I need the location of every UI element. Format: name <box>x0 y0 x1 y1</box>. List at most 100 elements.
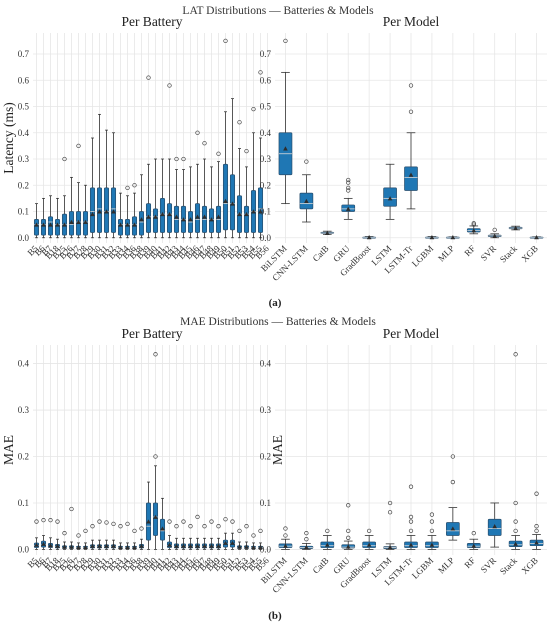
outlier-point <box>346 185 351 191</box>
mean-marker <box>345 206 351 211</box>
mean-marker <box>513 541 518 546</box>
outlier-point <box>408 109 414 114</box>
outlier-point <box>258 70 263 75</box>
box-iqr <box>243 205 250 233</box>
box-B39 <box>145 481 152 550</box>
outlier-point <box>304 537 309 542</box>
box-B33 <box>117 524 124 550</box>
y-tick-label: 0.1 <box>18 207 29 217</box>
mean-marker <box>202 543 207 548</box>
box-B47 <box>201 524 208 550</box>
y-tick-label: 0.3 <box>260 154 272 164</box>
box-iqr <box>222 163 229 231</box>
x-tick-label: MLP <box>436 555 456 575</box>
panel-lat-per-model: Per Model0.00.10.20.30.40.50.60.7BiLSTMC… <box>259 14 547 283</box>
mean-marker <box>167 211 172 217</box>
outlier-point <box>408 83 414 88</box>
mean-marker <box>237 211 242 217</box>
outlier-point <box>408 484 414 489</box>
box-B28 <box>82 528 89 550</box>
outlier-point <box>429 528 435 533</box>
y-tick-label: 0.1 <box>260 498 271 508</box>
outlier-point <box>174 524 179 529</box>
box-BiLSTM <box>278 38 293 205</box>
mean-marker <box>387 196 393 201</box>
outlier-point <box>304 159 309 164</box>
mean-marker <box>125 222 130 227</box>
mean-marker <box>471 543 477 548</box>
mean-marker <box>325 230 330 236</box>
mean-marker <box>195 543 200 548</box>
y-tick-label: 0.3 <box>18 154 30 164</box>
mean-marker <box>41 222 46 227</box>
mean-marker <box>387 544 393 550</box>
box-GradBoost <box>362 235 376 240</box>
outlier-point <box>118 524 123 529</box>
outlier-point <box>346 528 351 533</box>
x-tick-label: CatB <box>311 555 331 575</box>
mean-marker <box>450 526 456 531</box>
mean-marker <box>202 214 207 219</box>
y-tick-label: 0.3 <box>18 405 30 415</box>
outlier-point <box>195 514 200 520</box>
outlier-point <box>48 518 53 523</box>
box-iqr <box>152 208 159 233</box>
y-tick-label: 0.4 <box>260 128 272 138</box>
outlier-point <box>367 528 372 533</box>
box-B49 <box>215 151 222 239</box>
box-B41 <box>159 158 166 239</box>
caption-a: (a) <box>269 297 282 309</box>
outlier-point <box>325 528 330 533</box>
outlier-point <box>209 519 214 524</box>
outlier-point <box>34 519 39 524</box>
mean-marker <box>188 217 193 222</box>
x-tick-label: XGB <box>519 243 540 264</box>
mean-marker <box>450 235 456 240</box>
box-B36 <box>131 183 138 239</box>
outlier-point <box>534 491 539 496</box>
mean-marker <box>181 217 186 222</box>
box-B31 <box>103 520 110 550</box>
box-MLP <box>446 235 460 240</box>
box-B6 <box>40 197 47 239</box>
box-B52 <box>236 528 243 550</box>
box-B26 <box>68 506 75 550</box>
panel-mae-per-battery: Per BatteryMAE0.00.10.20.30.4B5B6B7B18B2… <box>1 326 271 573</box>
outlier-point <box>450 479 455 485</box>
box-iqr <box>54 219 61 236</box>
outlier-point <box>69 506 74 512</box>
mean-marker <box>153 514 158 519</box>
mean-marker <box>69 219 74 224</box>
y-tick-label: 0.3 <box>260 405 272 415</box>
outlier-point <box>139 526 144 531</box>
y-tick-label: 0.2 <box>18 452 29 462</box>
mean-marker <box>513 225 518 231</box>
outlier-point <box>76 533 81 538</box>
outlier-point <box>251 106 256 112</box>
box-B42 <box>166 83 173 239</box>
box-B39 <box>145 75 152 239</box>
box-iqr <box>404 166 418 191</box>
caption-b: (b) <box>268 610 282 622</box>
mean-marker <box>62 222 67 227</box>
x-tick-label: XGB <box>519 555 540 576</box>
panel-title: Per Model <box>383 326 440 341</box>
mean-marker <box>153 214 158 219</box>
outlier-point <box>387 510 393 515</box>
box-B50 <box>222 38 229 239</box>
mean-marker <box>146 214 151 219</box>
box-B54 <box>250 533 257 550</box>
mean-marker <box>160 526 165 531</box>
box-CNN-LSTM <box>299 159 314 223</box>
box-B40 <box>152 158 159 239</box>
outlier-point <box>216 151 221 156</box>
mean-marker <box>90 543 95 548</box>
outlier-point <box>181 519 186 524</box>
box-B42 <box>166 519 173 550</box>
x-tick-label: Stack <box>498 243 520 265</box>
x-tick-label: SVR <box>479 555 498 574</box>
box-B49 <box>215 524 222 550</box>
box-B27 <box>75 533 82 550</box>
x-tick-label: CatB <box>311 243 331 263</box>
outlier-point <box>304 531 309 536</box>
